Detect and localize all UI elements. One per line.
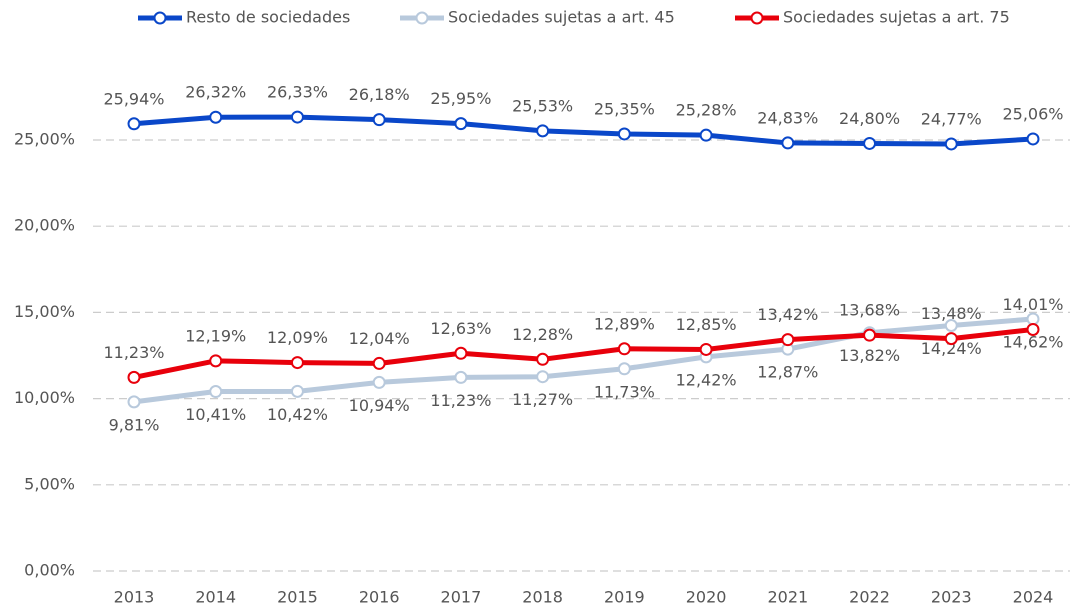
data-label: 11,23%	[430, 391, 491, 410]
data-label: 13,82%	[839, 346, 900, 365]
data-label: 14,62%	[1002, 332, 1063, 351]
x-tick-label: 2015	[277, 588, 318, 607]
data-label: 11,73%	[594, 382, 655, 401]
series-line	[133, 326, 1034, 380]
point	[863, 136, 877, 150]
data-label: 12,28%	[512, 325, 573, 344]
x-tick-label: 2019	[604, 588, 645, 607]
data-label: 24,77%	[921, 109, 982, 128]
point	[1026, 322, 1040, 336]
point	[209, 110, 223, 124]
y-tick-label: 0,00%	[24, 561, 75, 580]
data-label: 25,53%	[512, 96, 573, 115]
point	[536, 124, 550, 138]
data-label: 10,42%	[267, 405, 328, 424]
data-label: 13,42%	[757, 305, 818, 324]
legend-label: Resto de sociedades	[186, 8, 350, 27]
point	[944, 137, 958, 151]
data-label: 14,01%	[1002, 295, 1063, 314]
point	[209, 385, 223, 399]
x-tick-label: 2018	[522, 588, 563, 607]
data-label: 26,18%	[349, 85, 410, 104]
data-label: 25,28%	[676, 101, 737, 120]
data-label: 11,23%	[103, 343, 164, 362]
point	[699, 128, 713, 142]
data-label: 14,24%	[921, 339, 982, 358]
x-tick-label: 2023	[931, 588, 972, 607]
point	[454, 346, 468, 360]
data-label: 13,68%	[839, 301, 900, 320]
point	[1026, 132, 1040, 146]
data-label: 25,35%	[594, 99, 655, 118]
data-label: 9,81%	[109, 415, 160, 434]
x-tick-label: 2013	[114, 588, 155, 607]
point	[127, 370, 141, 384]
point	[617, 362, 631, 376]
y-tick-label: 20,00%	[14, 216, 75, 235]
legend-marker	[750, 11, 764, 25]
legend-marker	[153, 11, 167, 25]
x-tick-label: 2017	[441, 588, 482, 607]
data-label: 12,19%	[185, 326, 246, 345]
point	[209, 354, 223, 368]
point	[372, 375, 386, 389]
data-label: 12,63%	[430, 319, 491, 338]
point	[536, 370, 550, 384]
data-label: 24,83%	[757, 108, 818, 127]
data-label: 12,89%	[594, 314, 655, 333]
x-tick-label: 2024	[1013, 588, 1054, 607]
data-label: 12,85%	[676, 315, 737, 334]
point	[944, 332, 958, 346]
x-tick-label: 2022	[849, 588, 890, 607]
point	[454, 117, 468, 131]
y-tick-label: 15,00%	[14, 302, 75, 321]
data-label: 13,48%	[921, 304, 982, 323]
x-tick-label: 2016	[359, 588, 400, 607]
data-label: 10,41%	[185, 405, 246, 424]
point	[372, 113, 386, 127]
legend-marker	[415, 11, 429, 25]
series-line	[133, 114, 1034, 147]
y-tick-label: 5,00%	[24, 474, 75, 493]
point	[127, 395, 141, 409]
point	[944, 319, 958, 333]
data-label: 26,33%	[267, 83, 328, 102]
data-label: 12,87%	[757, 363, 818, 382]
point	[127, 117, 141, 131]
point	[454, 370, 468, 384]
point	[699, 342, 713, 356]
data-label: 25,06%	[1002, 104, 1063, 123]
point	[617, 342, 631, 356]
legend-label: Sociedades sujetas a art. 45	[448, 8, 675, 27]
point	[536, 352, 550, 366]
point	[863, 328, 877, 342]
data-label: 11,27%	[512, 390, 573, 409]
data-label: 25,94%	[103, 89, 164, 108]
x-tick-label: 2021	[767, 588, 808, 607]
data-label: 12,09%	[267, 328, 328, 347]
point	[781, 136, 795, 150]
x-tick-label: 2020	[686, 588, 727, 607]
legend-label: Sociedades sujetas a art. 75	[783, 8, 1010, 27]
y-tick-label: 25,00%	[14, 130, 75, 149]
data-label: 12,04%	[349, 329, 410, 348]
data-label: 25,95%	[430, 89, 491, 108]
y-tick-label: 10,00%	[14, 388, 75, 407]
x-tick-label: 2014	[195, 588, 236, 607]
data-label: 10,94%	[349, 396, 410, 415]
point	[1026, 312, 1040, 326]
data-label: 12,42%	[676, 370, 737, 389]
point	[290, 356, 304, 370]
series-line	[133, 316, 1034, 405]
point	[290, 110, 304, 124]
point	[617, 127, 631, 141]
data-label: 26,32%	[185, 83, 246, 102]
point	[372, 356, 386, 370]
point	[290, 384, 304, 398]
point	[781, 333, 795, 347]
data-label: 24,80%	[839, 109, 900, 128]
